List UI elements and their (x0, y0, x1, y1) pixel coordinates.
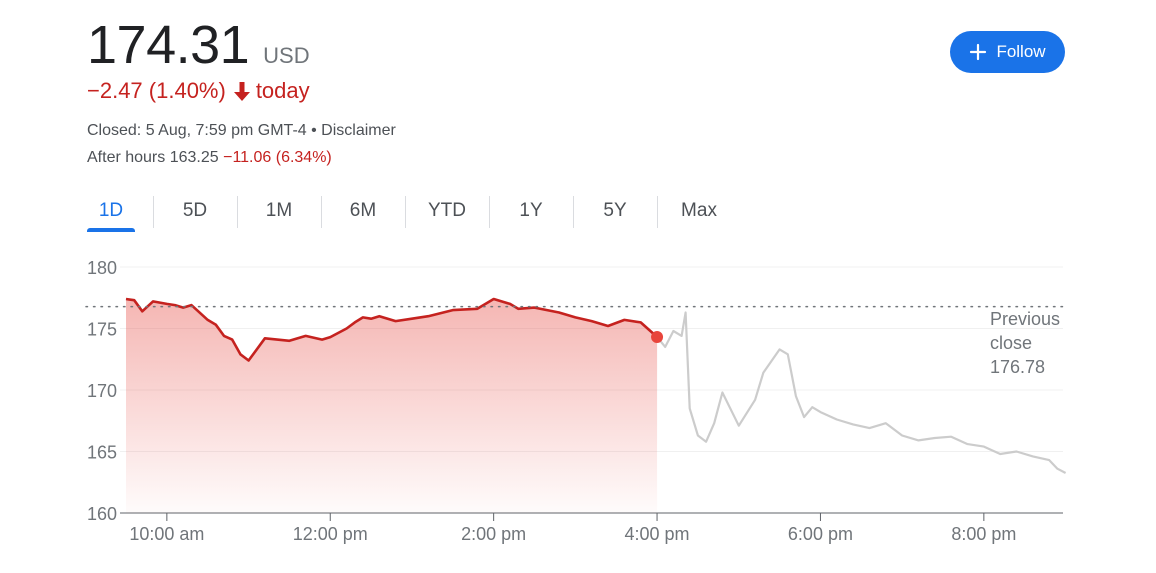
tab-1y[interactable]: 1Y (489, 192, 573, 230)
change-period: today (255, 78, 310, 103)
x-tick-label: 2:00 pm (461, 524, 526, 544)
follow-button[interactable]: Follow (950, 31, 1065, 73)
x-tick-label: 4:00 pm (625, 524, 690, 544)
previous-close-label: 176.78 (990, 357, 1045, 377)
previous-close-label: Previous (990, 309, 1060, 329)
y-tick-label: 165 (87, 443, 117, 463)
currency-label: USD (263, 43, 310, 68)
tab-5d[interactable]: 5D (153, 192, 237, 230)
closed-info: Closed: 5 Aug, 7:59 pm GMT-4 • Disclaime… (87, 122, 396, 139)
y-tick-label: 170 (87, 381, 117, 401)
x-tick-label: 6:00 pm (788, 524, 853, 544)
y-tick-label: 160 (87, 504, 117, 524)
arrow-down-icon (232, 80, 252, 102)
follow-button-label: Follow (996, 42, 1046, 61)
price-row: 174.31 USD (87, 10, 310, 80)
after-hours-info: After hours 163.25 −11.06 (6.34%) (87, 149, 332, 167)
tab-6m[interactable]: 6M (321, 192, 405, 230)
range-tabs: 1D 5D 1M 6M YTD 1Y 5Y Max (87, 192, 741, 234)
x-tick-label: 8:00 pm (951, 524, 1016, 544)
regular-session-area (126, 299, 658, 513)
tab-5y[interactable]: 5Y (573, 192, 657, 230)
y-tick-label: 180 (87, 258, 117, 278)
plus-icon (969, 43, 987, 61)
price-change-row: −2.47 (1.40%) today (87, 78, 310, 104)
tab-max[interactable]: Max (657, 192, 741, 230)
tab-1d[interactable]: 1D (87, 192, 135, 232)
regular-session-line (125, 297, 658, 362)
after-hours-change: −11.06 (6.34%) (223, 149, 332, 166)
close-marker-dot (651, 330, 664, 343)
tab-ytd[interactable]: YTD (405, 192, 489, 230)
x-tick-label: 10:00 am (129, 524, 204, 544)
current-price: 174.31 (87, 15, 250, 75)
after-hours-line (656, 311, 1067, 474)
x-tick-label: 12:00 pm (293, 524, 368, 544)
y-tick-label: 175 (87, 320, 117, 340)
previous-close-label: close (990, 333, 1032, 353)
tab-1m[interactable]: 1M (237, 192, 321, 230)
price-change: −2.47 (1.40%) (87, 78, 226, 103)
after-hours-label: After hours 163.25 (87, 149, 219, 166)
